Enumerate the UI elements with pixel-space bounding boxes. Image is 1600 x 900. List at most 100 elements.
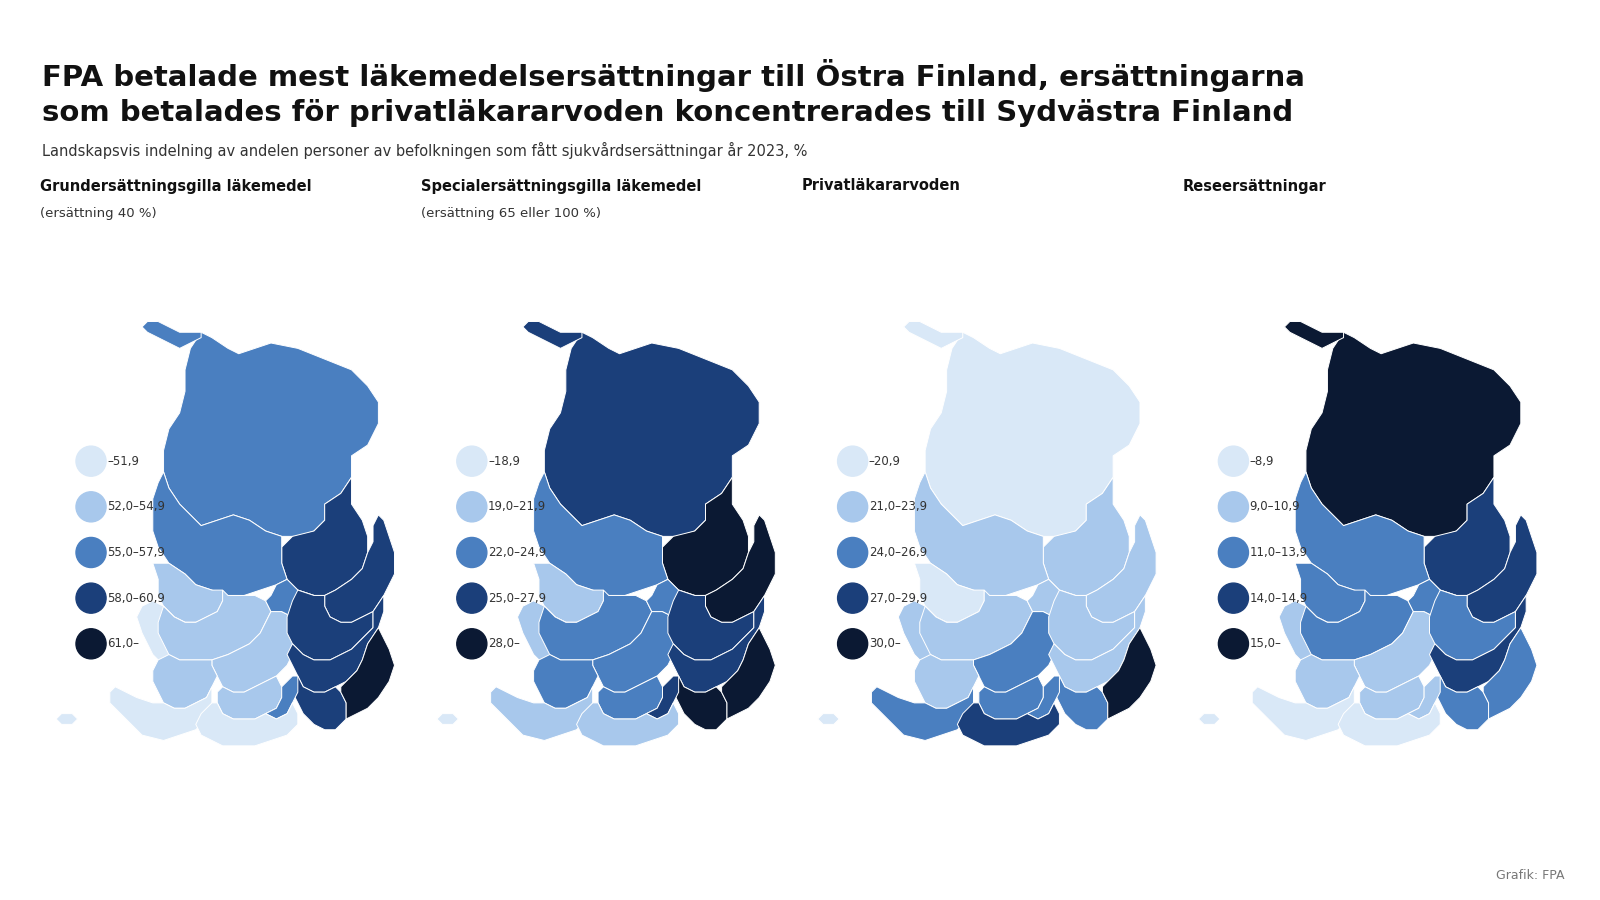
Polygon shape: [898, 601, 963, 670]
Text: (ersättning 40 %): (ersättning 40 %): [40, 208, 157, 220]
Polygon shape: [1338, 703, 1440, 746]
Text: –20,9: –20,9: [869, 454, 901, 468]
Circle shape: [456, 446, 486, 476]
Circle shape: [1218, 491, 1248, 522]
Polygon shape: [1296, 654, 1360, 708]
Polygon shape: [1285, 321, 1344, 348]
Polygon shape: [1424, 477, 1510, 596]
Circle shape: [1218, 583, 1248, 613]
Polygon shape: [286, 590, 373, 660]
Polygon shape: [592, 612, 678, 692]
Text: Landskapsvis indelning av andelen personer av befolkningen som fått sjukvårdsers: Landskapsvis indelning av andelen person…: [42, 142, 806, 159]
Polygon shape: [1296, 472, 1429, 596]
Polygon shape: [1027, 580, 1086, 627]
Circle shape: [75, 446, 106, 476]
Text: Grundersättningsgilla läkemedel: Grundersättningsgilla läkemedel: [40, 178, 312, 194]
Circle shape: [837, 583, 867, 613]
Polygon shape: [136, 601, 202, 670]
Polygon shape: [646, 580, 706, 627]
Circle shape: [75, 629, 106, 659]
Polygon shape: [110, 687, 211, 741]
Polygon shape: [325, 515, 395, 622]
Polygon shape: [1435, 676, 1488, 730]
Text: –8,9: –8,9: [1250, 454, 1274, 468]
Text: Reseersättningar: Reseersättningar: [1182, 178, 1326, 194]
Polygon shape: [523, 321, 582, 348]
Circle shape: [837, 537, 867, 568]
Polygon shape: [158, 590, 270, 660]
Polygon shape: [437, 714, 458, 724]
Polygon shape: [1043, 477, 1130, 596]
Polygon shape: [1278, 601, 1344, 670]
Polygon shape: [341, 627, 395, 719]
Polygon shape: [925, 332, 1139, 536]
Polygon shape: [674, 676, 726, 730]
Polygon shape: [56, 714, 77, 724]
Polygon shape: [266, 580, 325, 627]
Polygon shape: [1253, 687, 1354, 741]
Circle shape: [75, 583, 106, 613]
Polygon shape: [1102, 627, 1157, 719]
Polygon shape: [282, 477, 368, 596]
Circle shape: [837, 491, 867, 522]
Polygon shape: [195, 703, 298, 746]
Polygon shape: [973, 612, 1059, 692]
Polygon shape: [1467, 515, 1538, 622]
Circle shape: [456, 583, 486, 613]
Text: Privatläkararvoden: Privatläkararvoden: [802, 178, 960, 194]
Polygon shape: [218, 676, 282, 719]
Text: 27,0–29,9: 27,0–29,9: [869, 591, 926, 605]
Circle shape: [456, 629, 486, 659]
Circle shape: [456, 537, 486, 568]
Polygon shape: [293, 676, 346, 730]
Polygon shape: [904, 321, 963, 348]
Text: som betalades för privatläkararvoden koncentrerades till Sydvästra Finland: som betalades för privatläkararvoden kon…: [42, 99, 1293, 127]
Circle shape: [837, 629, 867, 659]
Polygon shape: [1301, 590, 1413, 660]
Polygon shape: [539, 590, 651, 660]
Text: 25,0–27,9: 25,0–27,9: [488, 591, 546, 605]
Polygon shape: [1429, 590, 1515, 660]
Polygon shape: [1360, 676, 1424, 719]
Polygon shape: [534, 563, 603, 622]
Polygon shape: [722, 627, 776, 719]
Polygon shape: [517, 601, 582, 670]
Polygon shape: [544, 332, 760, 536]
Text: FPA betalade mest läkemedelsersättningar till Östra Finland, ersättningarna: FPA betalade mest läkemedelsersättningar…: [42, 58, 1304, 92]
Circle shape: [75, 537, 106, 568]
Text: (ersättning 65 eller 100 %): (ersättning 65 eller 100 %): [421, 208, 602, 220]
Text: –18,9: –18,9: [488, 454, 520, 468]
Text: 30,0–: 30,0–: [869, 637, 901, 651]
Polygon shape: [1086, 515, 1157, 622]
Polygon shape: [286, 596, 384, 692]
Text: 15,0–: 15,0–: [1250, 637, 1282, 651]
Circle shape: [1218, 446, 1248, 476]
Polygon shape: [266, 676, 298, 719]
Polygon shape: [646, 676, 678, 719]
Polygon shape: [142, 321, 202, 348]
Polygon shape: [1429, 596, 1526, 692]
Polygon shape: [1408, 580, 1467, 627]
Circle shape: [75, 491, 106, 522]
Text: 61,0–: 61,0–: [107, 637, 139, 651]
Polygon shape: [154, 563, 222, 622]
Polygon shape: [957, 703, 1059, 746]
Polygon shape: [1408, 676, 1440, 719]
Polygon shape: [598, 676, 662, 719]
Text: 24,0–26,9: 24,0–26,9: [869, 546, 926, 559]
Circle shape: [1218, 629, 1248, 659]
Polygon shape: [1027, 676, 1059, 719]
Text: 55,0–57,9: 55,0–57,9: [107, 546, 165, 559]
Polygon shape: [915, 563, 984, 622]
Polygon shape: [667, 596, 765, 692]
Circle shape: [456, 491, 486, 522]
Text: Grafik: FPA: Grafik: FPA: [1496, 869, 1565, 882]
Text: 9,0–10,9: 9,0–10,9: [1250, 500, 1301, 513]
Polygon shape: [706, 515, 776, 622]
Text: 11,0–13,9: 11,0–13,9: [1250, 546, 1307, 559]
Text: Specialersättningsgilla läkemedel: Specialersättningsgilla läkemedel: [421, 178, 701, 194]
Polygon shape: [1048, 596, 1146, 692]
Text: 19,0–21,9: 19,0–21,9: [488, 500, 546, 513]
Polygon shape: [667, 590, 754, 660]
Text: –51,9: –51,9: [107, 454, 139, 468]
